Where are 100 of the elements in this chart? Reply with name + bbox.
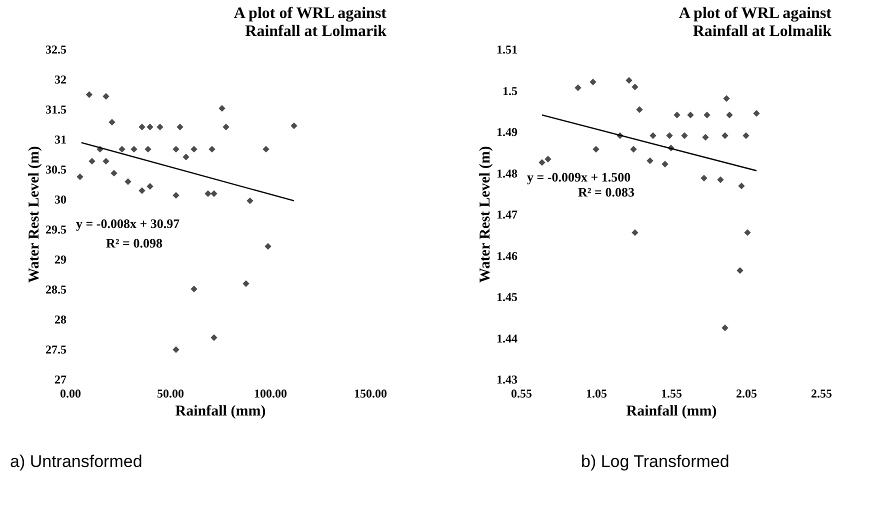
point (702, 134, 709, 141)
point (700, 174, 708, 182)
point (208, 146, 216, 153)
y-tick-label: 1.44 (496, 331, 518, 346)
point (110, 170, 118, 177)
annotation: y = -0.009x + 1.500 (527, 170, 631, 185)
point (590, 78, 596, 86)
point (646, 157, 654, 164)
x-axis-title: Rainfall (mm) (175, 404, 266, 420)
y-axis-title: Water Rest Level (m) (478, 146, 494, 283)
point (262, 146, 270, 153)
point (130, 146, 138, 153)
point (210, 334, 218, 341)
y-tick-label: 31.5 (46, 102, 66, 116)
point (723, 95, 730, 102)
point (86, 91, 93, 98)
point (210, 190, 218, 197)
y-tick-label: 1.43 (496, 372, 518, 386)
point (538, 159, 546, 166)
point (124, 178, 132, 185)
y-tick-label: 30 (54, 192, 66, 206)
annotation: R² = 0.098 (106, 236, 163, 251)
chart-title: A plot of WRL against Rainfall at Lolmarik (234, 5, 388, 40)
point (626, 76, 632, 84)
point (574, 84, 582, 92)
y-tick-label: 32 (54, 72, 66, 86)
point (76, 173, 84, 180)
point (102, 158, 110, 165)
point (138, 187, 146, 194)
point (146, 183, 154, 190)
point (744, 229, 751, 236)
x-axis-title: Rainfall (mm) (626, 404, 717, 420)
y-tick-label: 1.5 (502, 84, 518, 98)
point (218, 105, 226, 112)
y-tick-label: 31 (54, 132, 66, 146)
point (242, 280, 250, 287)
point (738, 182, 745, 190)
x-tick-label: 50.00 (157, 386, 184, 400)
point (666, 132, 673, 139)
point (88, 158, 96, 165)
point (632, 229, 638, 236)
point (742, 132, 750, 139)
point (722, 132, 728, 139)
point (138, 124, 146, 130)
point (662, 160, 668, 168)
point (172, 192, 180, 199)
point (118, 146, 126, 153)
point (290, 122, 298, 130)
y-tick-label: 1.51 (496, 42, 518, 56)
y-tick-label: 29.5 (46, 222, 66, 236)
point (726, 112, 733, 118)
point (630, 146, 637, 153)
y-tick-label: 1.47 (496, 208, 518, 222)
text: a) Untransformed (10, 452, 142, 471)
point (146, 124, 154, 130)
point (204, 190, 212, 197)
point (172, 346, 180, 353)
x-tick-label: 2.55 (811, 386, 832, 400)
text: b) Log Transformed (581, 452, 730, 471)
point (102, 93, 110, 100)
point (108, 118, 116, 126)
point (722, 324, 728, 332)
point (190, 146, 198, 153)
point (650, 132, 656, 139)
y-tick-label: 1.48 (496, 166, 518, 180)
point (704, 112, 710, 118)
y-tick-label: 29 (54, 252, 66, 266)
y-tick-label: 1.46 (496, 248, 518, 263)
point (687, 112, 694, 118)
y-tick-label: 30.5 (46, 162, 66, 176)
point (222, 124, 230, 130)
x-tick-label: 100.00 (254, 386, 287, 400)
point (264, 243, 272, 250)
y-tick-label: 32.5 (46, 42, 66, 56)
y-tick-label: 28 (54, 312, 66, 326)
point (632, 84, 638, 90)
point (592, 146, 600, 153)
point (190, 286, 198, 292)
point (182, 154, 190, 160)
point (544, 156, 552, 162)
x-tick-label: 150.00 (354, 386, 387, 400)
point (717, 176, 724, 184)
x-tick-label: 1.55 (661, 386, 682, 400)
y-tick-label: 27 (54, 372, 66, 386)
point (753, 110, 760, 117)
x-tick-label: 0.00 (60, 386, 81, 400)
point (156, 124, 164, 130)
point (636, 106, 643, 113)
x-tick-label: 0.55 (511, 386, 532, 400)
point (736, 267, 744, 274)
y-tick-label: 1.45 (496, 290, 518, 304)
point (176, 124, 184, 130)
x-tick-label: 2.05 (736, 386, 757, 400)
y-tick-label: 1.49 (496, 125, 518, 139)
y-tick-label: 28.5 (46, 282, 66, 296)
y-tick-label: 27.5 (46, 342, 66, 356)
annotation: R² = 0.083 (578, 184, 635, 200)
x-tick-label: 1.05 (586, 386, 607, 400)
point (674, 112, 680, 118)
y-axis-title: Water Rest Level (m) (26, 146, 42, 283)
